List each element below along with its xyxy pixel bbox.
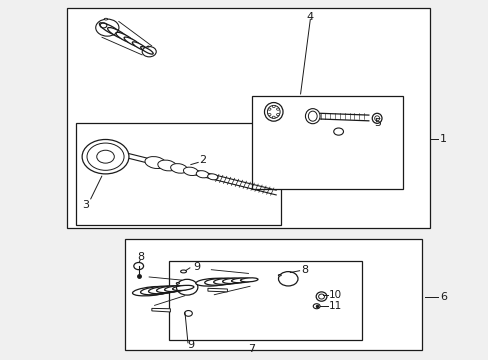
Text: 11: 11 (328, 301, 341, 311)
Ellipse shape (231, 278, 252, 283)
Ellipse shape (147, 46, 149, 47)
Ellipse shape (104, 18, 107, 20)
Ellipse shape (371, 113, 381, 123)
Ellipse shape (164, 285, 189, 292)
Ellipse shape (156, 286, 184, 293)
Polygon shape (207, 288, 227, 292)
Ellipse shape (222, 278, 246, 284)
Circle shape (267, 108, 270, 110)
Text: 7: 7 (248, 343, 255, 354)
Text: 8: 8 (301, 265, 308, 275)
Ellipse shape (132, 287, 171, 296)
Ellipse shape (172, 285, 193, 291)
Ellipse shape (132, 42, 146, 50)
Circle shape (276, 108, 279, 110)
Text: 5: 5 (373, 118, 380, 128)
Text: 2: 2 (199, 155, 206, 165)
Ellipse shape (240, 278, 258, 282)
Circle shape (272, 105, 275, 108)
Bar (76, 123, 281, 225)
Ellipse shape (308, 111, 317, 121)
Bar (168, 261, 361, 339)
Text: 8: 8 (137, 252, 144, 262)
Text: 4: 4 (306, 12, 313, 22)
Text: 9: 9 (187, 340, 194, 350)
Ellipse shape (374, 116, 379, 121)
Polygon shape (152, 309, 170, 312)
Ellipse shape (204, 278, 235, 285)
Text: 3: 3 (82, 200, 89, 210)
Bar (251, 96, 402, 189)
Ellipse shape (158, 160, 176, 171)
Ellipse shape (124, 37, 140, 47)
Circle shape (276, 113, 279, 116)
Ellipse shape (99, 23, 121, 36)
Ellipse shape (141, 46, 153, 54)
Ellipse shape (176, 283, 179, 284)
Ellipse shape (195, 278, 229, 286)
Ellipse shape (148, 286, 180, 294)
Ellipse shape (144, 157, 165, 168)
Text: 1: 1 (439, 134, 446, 144)
Bar (66, 8, 429, 228)
Ellipse shape (213, 278, 241, 284)
Text: 6: 6 (439, 292, 446, 302)
Ellipse shape (207, 174, 218, 180)
Ellipse shape (316, 292, 326, 301)
Circle shape (82, 139, 129, 174)
Ellipse shape (107, 27, 127, 40)
Text: 9: 9 (193, 262, 200, 272)
Ellipse shape (267, 105, 280, 118)
Ellipse shape (196, 171, 208, 178)
Circle shape (267, 113, 270, 116)
Ellipse shape (278, 274, 281, 276)
Ellipse shape (305, 109, 320, 124)
Bar (125, 239, 422, 350)
Circle shape (272, 116, 275, 118)
Ellipse shape (140, 286, 175, 295)
Ellipse shape (318, 294, 324, 299)
Ellipse shape (264, 103, 283, 121)
Text: 10: 10 (328, 291, 341, 301)
Circle shape (87, 143, 124, 170)
Ellipse shape (170, 163, 187, 173)
Circle shape (97, 150, 114, 163)
Ellipse shape (183, 167, 198, 176)
Ellipse shape (116, 32, 134, 43)
